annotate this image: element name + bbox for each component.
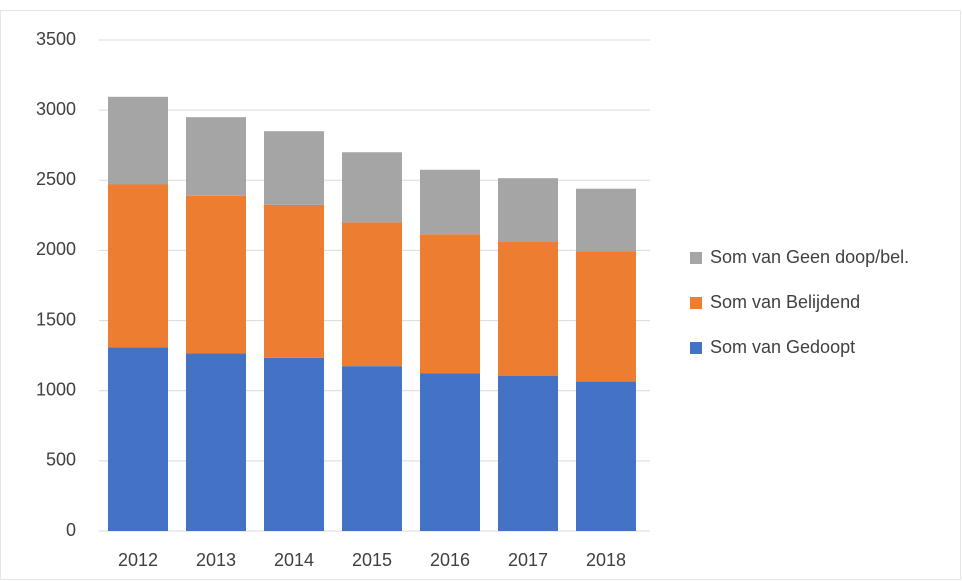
bar-segment — [186, 195, 246, 354]
bar-segment — [108, 347, 168, 531]
bar-segment — [420, 234, 480, 374]
y-tick-label: 1000 — [36, 379, 76, 399]
bar-segment — [420, 169, 480, 235]
legend-swatch — [690, 297, 702, 309]
x-tick-label: 2014 — [274, 550, 314, 570]
y-tick-label: 3500 — [36, 29, 76, 49]
bar-segment — [420, 373, 480, 531]
bar-segment — [108, 184, 168, 348]
y-tick-label: 2000 — [36, 239, 76, 259]
bar-segment — [108, 96, 168, 185]
x-tick-label: 2017 — [508, 550, 548, 570]
y-tick-label: 500 — [46, 450, 76, 470]
bar-segment — [576, 188, 636, 252]
legend-swatch — [690, 342, 702, 354]
x-tick-label: 2013 — [196, 550, 236, 570]
x-tick-label: 2018 — [586, 550, 626, 570]
bar-segment — [576, 251, 636, 382]
bar-segment — [186, 117, 246, 196]
bar-segment — [576, 381, 636, 531]
x-tick-label: 2012 — [118, 550, 158, 570]
bar-segment — [342, 222, 402, 367]
bar-segment — [186, 353, 246, 531]
bar-segment — [342, 152, 402, 223]
bar-segment — [264, 204, 324, 358]
y-tick-label: 0 — [66, 520, 76, 540]
bar-segment — [264, 357, 324, 531]
x-tick-label: 2016 — [430, 550, 470, 570]
bar-segment — [264, 131, 324, 205]
bar-segment — [498, 178, 558, 243]
x-tick-label: 2015 — [352, 550, 392, 570]
legend-label: Som van Geen doop/bel. — [710, 247, 909, 267]
bar-segment — [498, 375, 558, 531]
y-tick-label: 3000 — [36, 99, 76, 119]
legend-label: Som van Gedoopt — [710, 337, 855, 357]
bar-segment — [342, 366, 402, 531]
legend-label: Som van Belijdend — [710, 292, 860, 312]
legend-swatch — [690, 252, 702, 264]
y-tick-label: 1500 — [36, 309, 76, 329]
bar-segment — [498, 242, 558, 376]
y-tick-label: 2500 — [36, 169, 76, 189]
